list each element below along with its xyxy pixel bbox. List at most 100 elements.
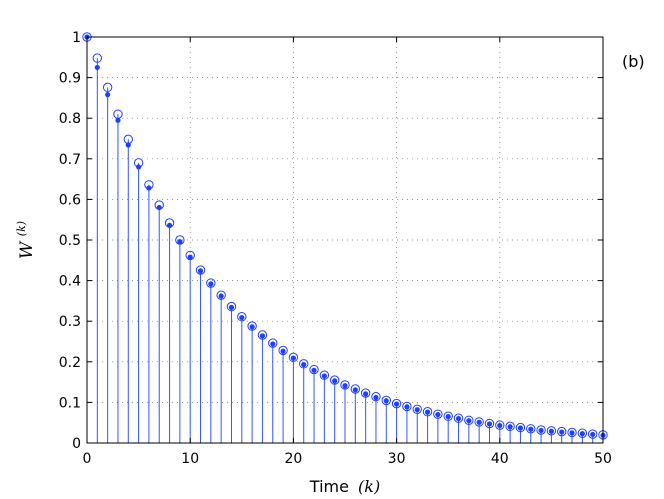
filled-dot-point bbox=[507, 424, 513, 430]
stem-lines bbox=[86, 37, 604, 443]
open-circle-point bbox=[247, 321, 257, 331]
filled-dot-point bbox=[197, 268, 204, 274]
open-circle-point bbox=[453, 413, 464, 423]
filled-dot-point bbox=[156, 204, 162, 211]
filled-dot-point bbox=[486, 421, 493, 427]
axis-ticks bbox=[86, 36, 604, 444]
filled-dot-point bbox=[290, 355, 296, 361]
open-circle-point bbox=[587, 429, 598, 439]
filled-dot-point bbox=[218, 293, 224, 299]
filled-dot-point bbox=[352, 387, 358, 393]
filled-dot-point bbox=[373, 394, 379, 401]
y-axis-label: W (k) bbox=[15, 221, 37, 259]
filled-dot-point bbox=[332, 378, 338, 384]
open-circle-point bbox=[484, 418, 495, 429]
open-circle-point bbox=[216, 290, 226, 300]
open-circle-point bbox=[391, 398, 402, 409]
open-circle-point bbox=[412, 404, 422, 415]
filled-dot-point bbox=[590, 431, 596, 438]
open-circle-point bbox=[278, 345, 288, 356]
open-circle-point bbox=[546, 426, 557, 436]
filled-dot-point bbox=[228, 304, 235, 310]
open-circle-point bbox=[319, 370, 330, 380]
filled-dot-point bbox=[94, 64, 100, 71]
open-circle-point bbox=[268, 338, 278, 348]
open-circle-point bbox=[329, 375, 340, 385]
y-tick-label: 0.9 bbox=[59, 71, 81, 87]
filled-dot-point bbox=[321, 373, 327, 379]
filled-dot-point bbox=[125, 142, 131, 148]
y-tick-label: 0.8 bbox=[59, 111, 81, 127]
y-tick-label: 1 bbox=[72, 30, 81, 46]
x-tick-label: 20 bbox=[284, 451, 302, 467]
x-tick-labels: 0 10 20 30 40 50 bbox=[83, 451, 612, 467]
open-circle-point bbox=[92, 53, 103, 63]
open-circle-point bbox=[340, 380, 350, 390]
filled-dot-point bbox=[445, 414, 451, 420]
y-axis-label-main: W bbox=[17, 240, 37, 259]
filled-dot-point bbox=[383, 398, 389, 404]
filled-dot-point bbox=[136, 164, 142, 170]
open-circle-point bbox=[195, 265, 206, 275]
y-tick-label: 0.3 bbox=[59, 314, 81, 330]
open-circle-point bbox=[433, 409, 443, 419]
open-circle-point bbox=[102, 82, 113, 93]
open-circle-point bbox=[526, 424, 536, 434]
x-tick-label: 40 bbox=[491, 451, 509, 467]
x-tick-label: 10 bbox=[181, 451, 199, 467]
filled-dot-point bbox=[259, 333, 266, 339]
filled-dot-point bbox=[394, 401, 400, 407]
open-circle-point bbox=[495, 420, 505, 430]
filled-dot-point bbox=[414, 407, 420, 413]
filled-dot-point bbox=[538, 427, 544, 434]
filled-dot-point bbox=[187, 254, 193, 260]
open-circle-point bbox=[381, 395, 391, 406]
x-axis-label-text: Time bbox=[309, 477, 349, 496]
open-circle-point bbox=[464, 415, 474, 425]
filled-dot-point bbox=[517, 425, 524, 431]
open-circle-point bbox=[257, 330, 268, 340]
open-circle-point bbox=[299, 359, 309, 369]
y-tick-label: 0.7 bbox=[59, 152, 81, 168]
filled-dot-point bbox=[569, 430, 575, 436]
filled-dot-point bbox=[166, 222, 173, 228]
open-circle-point bbox=[206, 278, 216, 288]
filled-dot-point bbox=[249, 324, 255, 330]
open-circle-point bbox=[350, 384, 361, 394]
open-circle-point bbox=[309, 364, 319, 375]
y-tick-label: 0.5 bbox=[59, 233, 81, 249]
open-circle-point bbox=[505, 421, 515, 432]
filled-dot-point bbox=[280, 348, 286, 354]
y-axis-label-text: W (k) bbox=[15, 221, 37, 259]
x-tick-label: 30 bbox=[388, 451, 406, 467]
filled-dot-markers bbox=[84, 34, 606, 438]
filled-dot-point bbox=[528, 426, 534, 432]
filled-dot-point bbox=[208, 281, 214, 287]
open-circle-point bbox=[557, 426, 567, 437]
filled-dot-point bbox=[424, 409, 431, 415]
open-circle-markers bbox=[82, 32, 608, 440]
filled-dot-point bbox=[146, 185, 152, 191]
filled-dot-point bbox=[548, 428, 555, 434]
open-circle-point bbox=[288, 352, 299, 363]
filled-dot-point bbox=[559, 429, 565, 435]
open-circle-point bbox=[422, 407, 433, 417]
filled-dot-point bbox=[579, 431, 585, 437]
filled-dot-point bbox=[270, 341, 276, 347]
x-axis-label-var: (k) bbox=[358, 477, 380, 496]
y-tick-labels: 0 0.1 0.2 0.3 0.4 0.5 0.6 0.7 0.8 0.9 1 bbox=[59, 30, 81, 452]
y-axis-label-sup: (k) bbox=[15, 221, 28, 236]
open-circle-point bbox=[402, 401, 412, 412]
y-tick-label: 0.4 bbox=[59, 274, 81, 290]
filled-dot-point bbox=[301, 362, 307, 368]
open-circle-point bbox=[515, 422, 526, 433]
y-tick-label: 0 bbox=[72, 436, 81, 452]
filled-dot-point bbox=[404, 404, 410, 410]
x-axis-label: Time (k) bbox=[309, 477, 380, 496]
y-tick-label: 0.1 bbox=[59, 395, 81, 411]
filled-dot-point bbox=[342, 383, 348, 389]
y-tick-label: 0.2 bbox=[59, 355, 81, 371]
filled-dot-point bbox=[455, 416, 462, 422]
